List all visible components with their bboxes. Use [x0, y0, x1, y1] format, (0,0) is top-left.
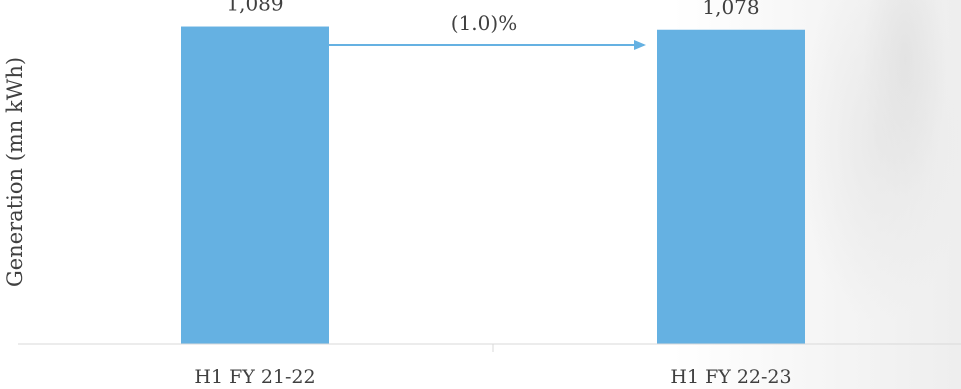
bar-1 — [181, 26, 329, 345]
x-tick-label-2: H1 FY 22-23 — [670, 366, 791, 388]
x-tick-labels: H1 FY 21-22 H1 FY 22-23 — [194, 366, 791, 388]
growth-annotation: (1.0)% — [451, 11, 517, 35]
bar-2 — [657, 29, 805, 344]
y-axis-title: Generation (mn kWh) — [3, 57, 27, 287]
data-labels: 1,089 1,078 — [226, 0, 759, 19]
data-label-2: 1,078 — [702, 0, 759, 19]
x-tick-label-1: H1 FY 21-22 — [194, 366, 315, 388]
bars — [181, 26, 805, 345]
data-label-1: 1,089 — [226, 0, 283, 16]
